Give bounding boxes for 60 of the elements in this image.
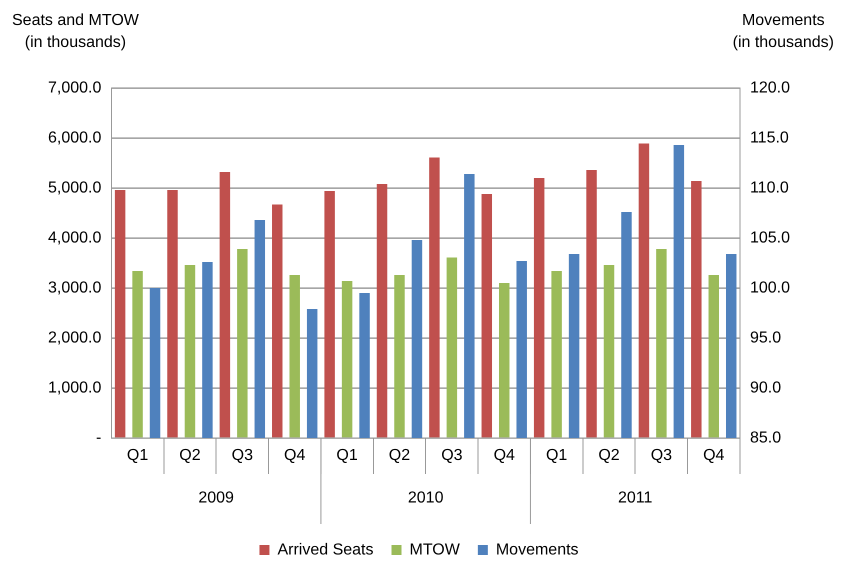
bar (691, 181, 702, 438)
bar (656, 249, 667, 438)
bar (272, 204, 282, 438)
bar (604, 265, 614, 438)
y-axis-title: Seats and MTOW (in thousands) (12, 11, 139, 53)
bar (499, 283, 510, 438)
x-tick-label: Q3 (650, 447, 672, 464)
bar (342, 281, 352, 438)
legend-label: MTOW (409, 541, 461, 558)
y2-tick-label: 100.0 (750, 279, 790, 296)
bar (324, 191, 335, 438)
legend-label: Arrived Seats (277, 541, 374, 558)
x-tick-label: Q1 (546, 447, 568, 464)
y-tick-label: 1,000.0 (48, 379, 102, 396)
x-tick-label: Q4 (494, 447, 516, 464)
bar (220, 172, 230, 438)
bar (376, 184, 388, 438)
x-tick-label: Q2 (179, 447, 201, 464)
x-tick-label: Q4 (703, 447, 725, 464)
bar (638, 144, 650, 438)
bar (534, 178, 544, 438)
bar (394, 275, 405, 438)
y-tick-label: 7,000.0 (48, 79, 102, 96)
y-tick-label: 5,000.0 (48, 179, 102, 196)
bar (551, 271, 562, 438)
bar (708, 275, 720, 438)
y2-tick-label: 110.0 (750, 179, 789, 196)
legend-label: Movements (496, 541, 579, 558)
y2-tick-label: 105.0 (750, 229, 790, 246)
x-tick-label: Q2 (388, 447, 410, 464)
x-tick-label: Q1 (126, 447, 148, 464)
bar (132, 271, 143, 438)
bar (429, 158, 440, 438)
y2-tick-label: 115.0 (750, 129, 789, 146)
bar (237, 249, 248, 438)
x-tick-label: Q2 (598, 447, 620, 464)
y2-tick-label: 120.0 (750, 79, 790, 96)
y2-tick-label: 95.0 (750, 329, 782, 346)
bar (289, 275, 300, 438)
y-tick-label: 2,000.0 (48, 329, 102, 346)
x-tick-label: Q3 (232, 447, 254, 464)
text: 2009 (198, 489, 234, 506)
y2-axis-title: Movements (in thousands) (732, 11, 834, 53)
text: 2011 (618, 489, 653, 506)
y2-tick-label: 90.0 (750, 379, 782, 396)
y-tick-label: 4,000.0 (48, 229, 102, 246)
y-tick-label: 3,000.0 (48, 279, 102, 296)
bar (482, 194, 492, 438)
x-tick-label: Q3 (441, 447, 463, 464)
bar (184, 265, 196, 438)
bar (446, 258, 458, 438)
y-tick-label: 6,000.0 (48, 129, 102, 146)
bar (167, 190, 178, 438)
bar (114, 190, 126, 438)
x-tick-label: Q4 (284, 447, 306, 464)
x-tick-label: Q1 (336, 447, 358, 464)
text: 2010 (408, 489, 444, 506)
y-tick-label: - (96, 429, 102, 446)
y2-tick-label: 85.0 (750, 429, 782, 446)
bar (586, 170, 597, 438)
